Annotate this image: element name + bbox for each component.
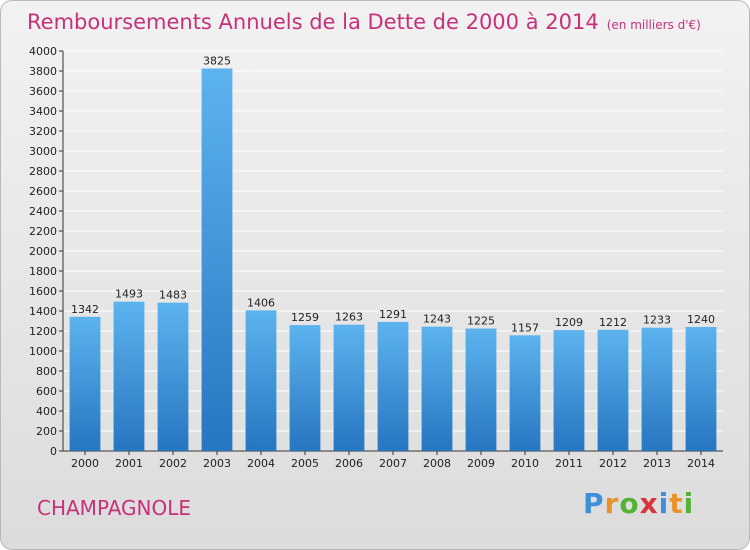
x-tick-label: 2001 bbox=[115, 457, 143, 470]
y-tick-label: 1600 bbox=[29, 285, 57, 298]
y-tick-label: 2600 bbox=[29, 185, 57, 198]
bar bbox=[113, 301, 145, 451]
chart-title-text: Remboursements Annuels de la Dette de 20… bbox=[27, 10, 599, 34]
bar-value-label: 1233 bbox=[643, 314, 671, 327]
y-tick-label: 800 bbox=[36, 365, 57, 378]
bar bbox=[201, 68, 233, 451]
x-tick-label: 2008 bbox=[423, 457, 451, 470]
bar-value-label: 1263 bbox=[335, 311, 363, 324]
bar-value-label: 1212 bbox=[599, 316, 627, 329]
y-tick-label: 600 bbox=[36, 385, 57, 398]
bar-value-label: 1291 bbox=[379, 308, 407, 321]
y-tick-label: 3000 bbox=[29, 145, 57, 158]
bar bbox=[641, 327, 673, 451]
y-tick-label: 3600 bbox=[29, 85, 57, 98]
logo-letter: P bbox=[583, 487, 605, 520]
x-tick-label: 2006 bbox=[335, 457, 363, 470]
chart-unit-label: (en milliers d'€) bbox=[606, 18, 701, 32]
y-tick-label: 2200 bbox=[29, 225, 57, 238]
logo-letter: o bbox=[619, 487, 640, 520]
bar bbox=[685, 327, 717, 451]
y-tick-label: 2800 bbox=[29, 165, 57, 178]
logo-letter: i bbox=[683, 487, 695, 520]
y-tick-label: 2000 bbox=[29, 245, 57, 258]
logo-letter: r bbox=[604, 487, 620, 520]
x-tick-label: 2012 bbox=[599, 457, 627, 470]
bar-value-label: 1406 bbox=[247, 296, 275, 309]
proxiti-logo: Proxiti bbox=[583, 487, 694, 520]
x-tick-label: 2014 bbox=[687, 457, 715, 470]
y-tick-label: 2400 bbox=[29, 205, 57, 218]
x-tick-label: 2009 bbox=[467, 457, 495, 470]
logo-letter: i bbox=[658, 487, 670, 520]
y-tick-label: 1800 bbox=[29, 265, 57, 278]
bar bbox=[509, 335, 541, 451]
y-tick-label: 200 bbox=[36, 425, 57, 438]
bar bbox=[465, 328, 497, 451]
bar bbox=[377, 321, 409, 451]
y-tick-label: 1400 bbox=[29, 305, 57, 318]
x-tick-label: 2005 bbox=[291, 457, 319, 470]
city-name: CHAMPAGNOLE bbox=[37, 496, 192, 520]
chart-title: Remboursements Annuels de la Dette de 20… bbox=[27, 10, 701, 34]
bar bbox=[289, 325, 321, 451]
bar-value-label: 1483 bbox=[159, 289, 187, 302]
bar-value-label: 1209 bbox=[555, 316, 583, 329]
y-tick-label: 400 bbox=[36, 405, 57, 418]
bar bbox=[69, 316, 101, 451]
bar-value-label: 1240 bbox=[687, 313, 715, 326]
bar bbox=[333, 324, 365, 451]
x-tick-label: 2000 bbox=[71, 457, 99, 470]
bar-value-label: 1157 bbox=[511, 321, 539, 334]
bar bbox=[553, 330, 585, 451]
logo-letter: x bbox=[639, 487, 659, 520]
bar-value-label: 1493 bbox=[115, 288, 143, 301]
bar-value-label: 1259 bbox=[291, 311, 319, 324]
y-tick-label: 3800 bbox=[29, 65, 57, 78]
bar-value-label: 3825 bbox=[203, 55, 231, 68]
bar-value-label: 1243 bbox=[423, 313, 451, 326]
bar bbox=[597, 329, 629, 451]
x-tick-label: 2002 bbox=[159, 457, 187, 470]
x-tick-label: 2013 bbox=[643, 457, 671, 470]
x-tick-label: 2004 bbox=[247, 457, 275, 470]
y-tick-label: 3400 bbox=[29, 105, 57, 118]
x-tick-label: 2003 bbox=[203, 457, 231, 470]
y-tick-label: 3200 bbox=[29, 125, 57, 138]
x-tick-label: 2011 bbox=[555, 457, 583, 470]
bar-value-label: 1225 bbox=[467, 315, 495, 328]
y-tick-label: 0 bbox=[50, 445, 57, 458]
y-tick-label: 1000 bbox=[29, 345, 57, 358]
y-tick-label: 1200 bbox=[29, 325, 57, 338]
bar bbox=[157, 302, 189, 451]
logo-letter: t bbox=[669, 487, 684, 520]
bar bbox=[421, 326, 453, 451]
bar bbox=[245, 310, 277, 451]
x-tick-label: 2007 bbox=[379, 457, 407, 470]
y-tick-label: 4000 bbox=[29, 45, 57, 58]
bar-value-label: 1342 bbox=[71, 303, 99, 316]
x-tick-label: 2010 bbox=[511, 457, 539, 470]
